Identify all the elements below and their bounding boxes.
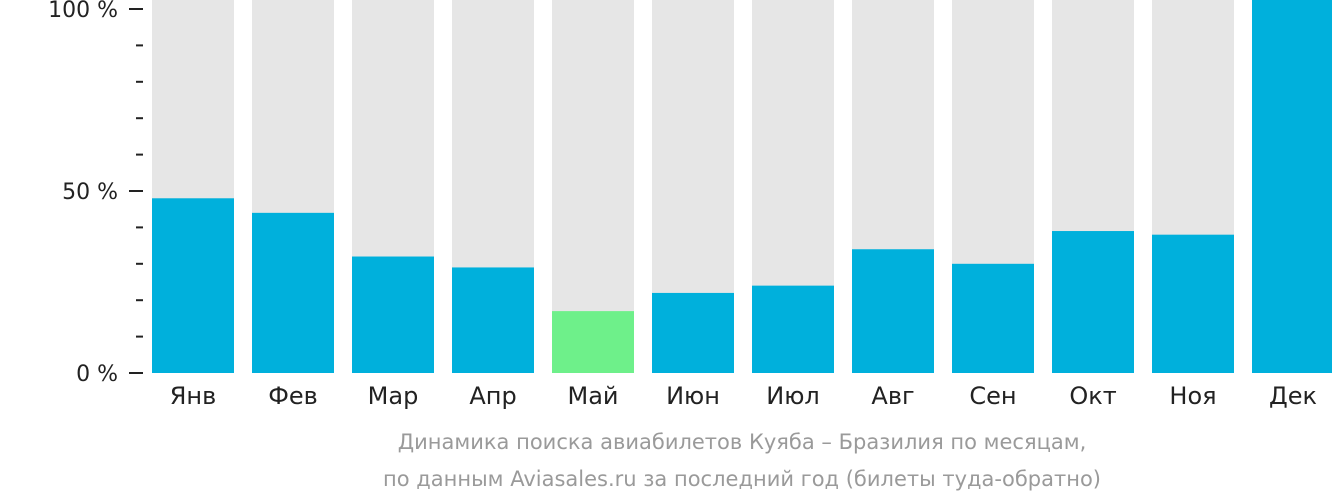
x-tick-label: Июн	[666, 382, 720, 410]
bar-10	[1052, 231, 1134, 373]
bar-11	[1152, 234, 1234, 373]
bar-8	[852, 249, 934, 373]
y-tick-label: 50 %	[62, 180, 118, 205]
x-tick-label: Мар	[368, 382, 419, 410]
x-tick-label: Ноя	[1169, 382, 1216, 410]
bar-7	[752, 285, 834, 373]
bar-5	[552, 311, 634, 373]
bar-9	[952, 263, 1034, 373]
bar-2	[252, 212, 334, 373]
x-tick-label: Дек	[1269, 382, 1317, 410]
y-axis: 100 % 50 % 0 %	[48, 0, 143, 387]
bar-1	[152, 198, 234, 373]
x-tick-label: Авг	[871, 382, 914, 410]
x-tick-label: Янв	[170, 382, 217, 410]
bar-6	[652, 292, 734, 373]
x-tick-label: Июл	[766, 382, 820, 410]
caption-line-2: по данным Aviasales.ru за последний год …	[383, 467, 1101, 491]
y-tick-label: 100 %	[48, 0, 118, 23]
bar-12	[1252, 0, 1332, 373]
bars-group	[152, 0, 1332, 373]
bar-4	[452, 267, 534, 373]
x-tick-label: Окт	[1069, 382, 1116, 410]
y-tick-label: 0 %	[76, 362, 118, 387]
x-tick-label: Сен	[969, 382, 1016, 410]
bar-3	[352, 256, 434, 373]
x-axis-labels: Янв Фев Мар Апр Май Июн Июл Авг Сен Окт Ноя Дек	[170, 382, 1317, 410]
x-tick-label: Апр	[469, 382, 516, 410]
caption-line-1: Динамика поиска авиабилетов Куяба – Браз…	[397, 430, 1087, 454]
bar-track	[552, 0, 634, 373]
x-tick-label: Май	[567, 382, 618, 410]
x-tick-label: Фев	[268, 382, 318, 410]
